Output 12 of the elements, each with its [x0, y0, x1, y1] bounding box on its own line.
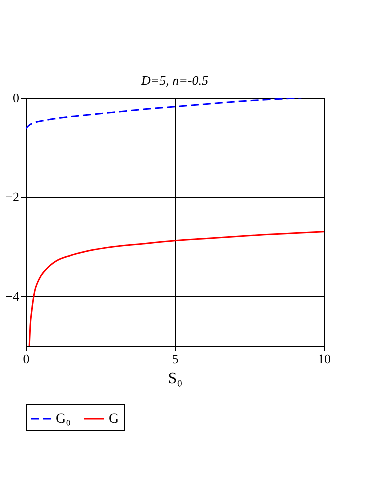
x-tick-label: 5 — [172, 352, 179, 366]
y-tick-label: −4 — [6, 288, 20, 304]
y-tick-label: −2 — [6, 190, 20, 205]
x-tick-label: 0 — [23, 352, 30, 366]
legend-label: G₀ — [56, 412, 72, 427]
chart-title: D=5, n=-0.5 — [140, 73, 210, 88]
y-tick-label: 0 — [13, 90, 20, 106]
line-series — [26, 98, 302, 130]
x-tick-label: 10 — [318, 352, 331, 366]
x-axis-title: S₀ — [168, 370, 183, 388]
line-series — [28, 231, 324, 346]
legend-label: G — [109, 412, 120, 427]
